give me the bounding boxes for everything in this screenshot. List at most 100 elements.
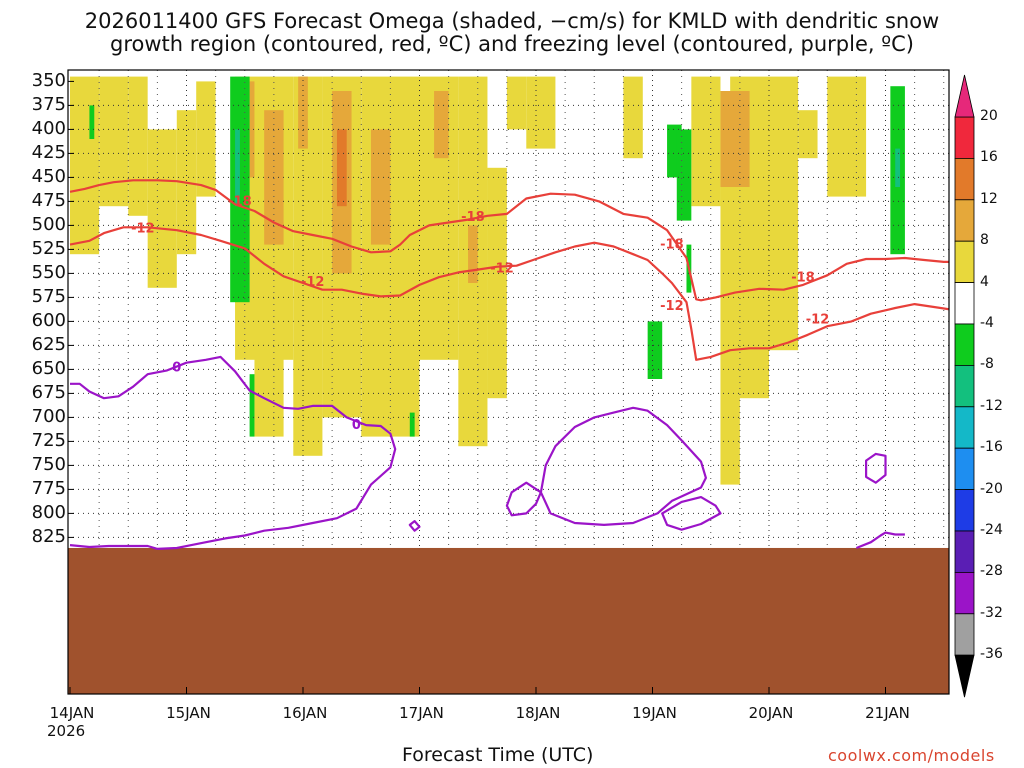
- colorbar-bin: [954, 489, 975, 532]
- contour-label: -18: [461, 210, 485, 225]
- colorbar-bin: [954, 116, 975, 159]
- y-tick-label: 550: [31, 262, 66, 284]
- omega-region: [623, 76, 643, 159]
- ground-strip: [68, 547, 949, 694]
- credit-link[interactable]: coolwx.com/models: [828, 746, 995, 765]
- omega-region: [128, 76, 148, 216]
- contour-label: -18: [660, 238, 684, 253]
- colorbar-label: -24: [980, 522, 1003, 538]
- dendritic-contours-layer: [69, 179, 949, 361]
- colorbar-label: 8: [980, 232, 989, 249]
- y-tick-label: 500: [31, 214, 66, 236]
- x-tick-label: 14JAN: [49, 704, 95, 722]
- y-tick-label: 700: [31, 406, 66, 428]
- x-tick-label: 16JAN: [282, 704, 328, 722]
- chart-title-line-1: 2026011400 GFS Forecast Omega (shaded, −…: [84, 9, 940, 33]
- omega-region: [235, 129, 240, 207]
- colorbar-label: 4: [980, 273, 989, 290]
- freezing-level-contour: [408, 519, 421, 532]
- contour-label: -12: [806, 313, 830, 328]
- freezing-level-contour: [864, 452, 887, 484]
- dendritic-contour: [69, 226, 949, 361]
- y-tick-label: 650: [31, 358, 66, 380]
- freezing-level-contour: [661, 496, 722, 531]
- y-tick-label: 750: [31, 454, 66, 476]
- dendritic-contour: [69, 179, 949, 302]
- omega-region: [526, 76, 556, 149]
- contour-label: -18: [228, 194, 252, 209]
- omega-region: [147, 129, 177, 288]
- y-tick-label: 425: [31, 142, 66, 164]
- omega-region: [798, 110, 818, 159]
- colorbar-bin: [954, 240, 975, 283]
- colorbar-label: -12: [980, 397, 1003, 414]
- omega-region: [827, 76, 867, 197]
- omega-region: [89, 105, 95, 139]
- colorbar-bin: [954, 572, 975, 615]
- x-tick-label: 18JAN: [515, 704, 561, 722]
- y-tick-label: 475: [31, 190, 66, 212]
- omega-region: [468, 225, 478, 283]
- omega-region: [99, 76, 129, 207]
- freezing-level-contour: [70, 355, 397, 550]
- y-tick-label: 350: [31, 70, 66, 92]
- y-tick-label: 825: [31, 526, 66, 548]
- omega-region: [647, 321, 663, 379]
- omega-region: [769, 76, 799, 351]
- contour-label: -18: [791, 270, 815, 285]
- omega-region: [434, 91, 449, 159]
- axis-ticks: [68, 80, 886, 694]
- contour-label: -12: [131, 221, 155, 236]
- colorbar-bin: [954, 157, 975, 201]
- colorbar-bin: [954, 447, 975, 491]
- x-axis-year-label: 2026: [47, 722, 86, 740]
- omega-region: [70, 76, 100, 255]
- colorbar-bin: [954, 282, 975, 325]
- freezing-level-contours-layer: [69, 355, 905, 550]
- contour-label: 0: [352, 418, 361, 433]
- contour-label: -12: [660, 299, 684, 314]
- colorbar-bin: [954, 406, 975, 449]
- omega-region: [254, 273, 284, 437]
- colorbar-top-arrow: [954, 74, 975, 118]
- omega-shading-layer: [70, 76, 905, 485]
- omega-region: [676, 129, 692, 221]
- x-tick-label: 20JAN: [748, 704, 794, 722]
- omega-region: [487, 167, 507, 399]
- colorbar-label: -8: [980, 356, 994, 373]
- freezing-level-contour: [505, 481, 543, 517]
- contour-label: 0: [172, 361, 181, 376]
- colorbar-bin: [954, 364, 975, 408]
- y-tick-label: 725: [31, 430, 66, 452]
- omega-region: [249, 374, 255, 437]
- x-tick-label: 17JAN: [399, 704, 444, 722]
- colorbar-bin: [954, 530, 975, 573]
- colorbar-bin: [954, 323, 975, 366]
- y-tick-label: 375: [31, 94, 66, 116]
- freezing-level-contour: [69, 544, 158, 550]
- y-tick-label: 775: [31, 478, 66, 500]
- omega-region: [409, 412, 415, 437]
- omega-region: [336, 129, 347, 207]
- freezing-level-contour: [539, 406, 708, 527]
- y-tick-label: 525: [31, 238, 66, 260]
- x-tick-label: 15JAN: [166, 704, 211, 722]
- colorbar-label: -28: [980, 563, 1003, 580]
- y-tick-label: 675: [31, 382, 66, 404]
- contour-label: -12: [301, 275, 325, 290]
- omega-region: [370, 129, 391, 245]
- colorbar-label: -16: [980, 439, 1003, 456]
- colorbar-bin: [954, 199, 975, 242]
- colorbar: [954, 74, 975, 698]
- omega-region: [691, 76, 721, 207]
- y-tick-label: 575: [31, 286, 66, 308]
- y-tick-label: 450: [31, 166, 66, 188]
- colorbar-label: -36: [980, 646, 1003, 663]
- colorbar-label: 12: [980, 190, 998, 207]
- y-tick-label: 600: [31, 310, 66, 332]
- y-tick-label: 800: [31, 502, 66, 524]
- colorbar-label: -32: [980, 604, 1003, 621]
- x-tick-label: 19JAN: [632, 704, 677, 722]
- plot-frame: [67, 69, 950, 695]
